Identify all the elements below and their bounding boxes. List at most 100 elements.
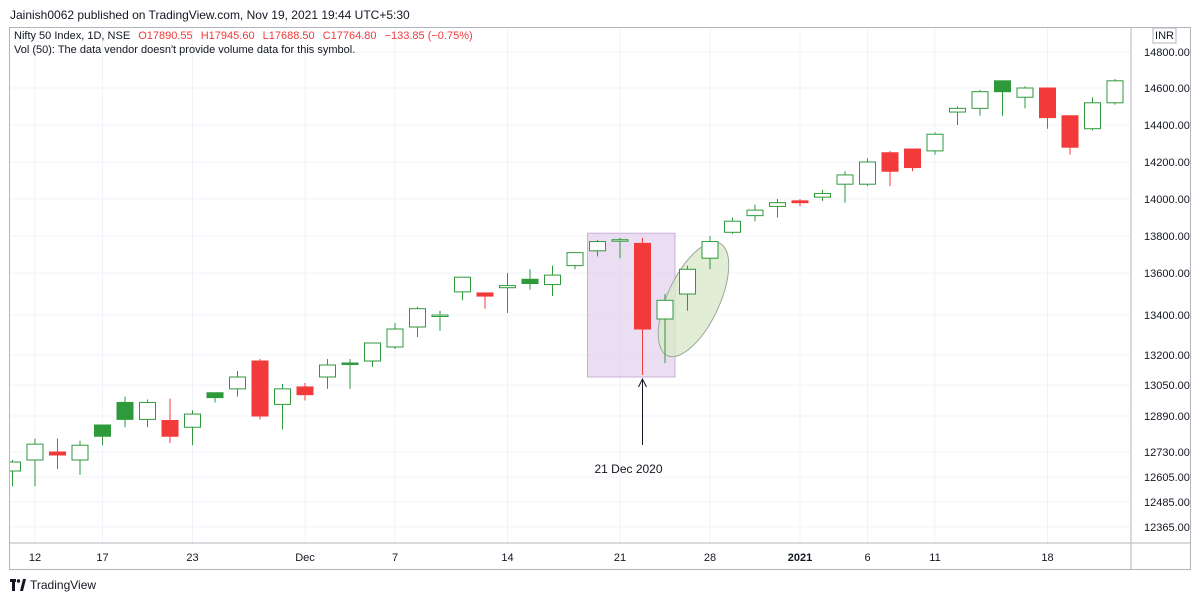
candle-body [319, 364, 336, 378]
candle-body [296, 386, 314, 396]
candle-body [521, 278, 539, 285]
candle-body [71, 444, 89, 461]
candle-body [769, 202, 786, 207]
tradingview-footer[interactable]: TradingView [10, 576, 96, 594]
candle-body [746, 209, 764, 217]
candle-body [881, 152, 899, 172]
candle-body [926, 133, 944, 152]
legend-close: C17764.80 [323, 30, 377, 42]
price-tick-label: 14400.00 [1144, 120, 1190, 132]
legend-high: H17945.60 [201, 30, 255, 42]
candle-body [701, 241, 719, 259]
candle-body [431, 314, 449, 317]
candle-body [206, 392, 224, 399]
price-tick-label: 12605.00 [1144, 472, 1190, 484]
candle-body [994, 80, 1011, 93]
legend-open: O17890.55 [138, 30, 192, 42]
chart-frame[interactable]: 21 Dec 2020 14800.00 14600.00 14400.00 1420… [4, 27, 1191, 570]
candle-body [724, 220, 741, 233]
time-tick-label: 7 [392, 552, 398, 564]
candle-body [814, 192, 831, 198]
legend-change: −133.85 (−0.75%) [385, 30, 473, 42]
time-tick-label: 11 [929, 552, 940, 564]
legend: Nifty 50 Index, 1D, NSE O17890.55 H17945… [14, 30, 473, 56]
published-line: Jainish0062 published on TradingView.com… [10, 8, 410, 22]
candle-body [184, 413, 201, 428]
time-tick-label: 12 [29, 552, 41, 564]
legend-low: L17688.50 [263, 30, 315, 42]
candle-body [859, 161, 876, 185]
candle-body [341, 362, 359, 365]
candle-body [611, 239, 629, 242]
price-tick-label: 14800.00 [1144, 47, 1190, 59]
price-tick-label: 13400.00 [1144, 310, 1190, 322]
time-tick-label: Dec [295, 552, 315, 564]
candle-body [94, 424, 111, 437]
candle-body [1106, 80, 1124, 104]
grid-lines [10, 28, 1131, 543]
annotation-arrow [638, 377, 647, 445]
price-tick-label: 13800.00 [1144, 231, 1190, 243]
price-tick-label: 14000.00 [1144, 194, 1190, 206]
candlestick-chart[interactable]: 21 Dec 2020 14800.0014600.0014400.001420… [4, 27, 1190, 569]
price-tick-label: 13600.00 [1144, 268, 1190, 280]
candle-body [454, 276, 471, 293]
price-tick-label: 12365.00 [1144, 522, 1190, 534]
candle-body [229, 376, 246, 390]
candle-body [836, 174, 854, 185]
footer-brand: TradingView [30, 578, 97, 592]
arrow-head [638, 377, 647, 388]
candle-body [251, 360, 269, 417]
candles [4, 79, 1124, 487]
candle-body [656, 299, 674, 320]
svg-text:Nifty 50 Index, 1D, NSE: Nifty 50 Index, 1D, NSE O17890.55 H17945… [14, 30, 473, 42]
candle-body [386, 328, 404, 348]
candle-body [476, 292, 494, 297]
candle-body [589, 241, 606, 252]
price-tick-label: 12485.00 [1144, 497, 1190, 509]
candle-body [499, 285, 516, 289]
highlight-ellipse [657, 241, 730, 358]
candle-body [409, 308, 426, 328]
candle-body [161, 420, 179, 437]
time-tick-label: 23 [186, 552, 198, 564]
candle-body [1039, 87, 1056, 119]
price-axis[interactable]: 14800.00 14600.00 14400.00 14200.00 14000.00… [1144, 47, 1190, 534]
price-tick-label: 12890.00 [1144, 411, 1190, 423]
candle-body [634, 242, 651, 330]
annotation-label: 21 Dec 2020 [594, 462, 662, 476]
candle-body [679, 268, 696, 295]
legend-volume: Vol (50): The data vendor doesn't provid… [14, 44, 355, 56]
time-tick-label: 2021 [788, 552, 812, 564]
legend-symbol: Nifty 50 Index, 1D, NSE [14, 30, 130, 42]
candle-body [116, 401, 134, 420]
price-tick-label: 14200.00 [1144, 157, 1190, 169]
candle-body [49, 451, 66, 456]
candle-body [1061, 115, 1079, 148]
candle-body [274, 388, 291, 405]
tradingview-logo-icon [10, 579, 26, 591]
candle-body [949, 107, 966, 113]
time-tick-label: 21 [614, 552, 626, 564]
time-tick-label: 17 [96, 552, 108, 564]
price-tick-label: 13200.00 [1144, 350, 1190, 362]
candle-body [971, 91, 989, 109]
price-tick-label: 13050.00 [1144, 380, 1190, 392]
candle-body [1084, 102, 1101, 130]
time-tick-label: 18 [1041, 552, 1053, 564]
candle-body [544, 274, 561, 286]
candle-body [26, 443, 44, 461]
candle-body [364, 342, 381, 362]
time-axis[interactable]: 12 17 23 Dec 7 14 21 28 2021 6 11 18 [29, 552, 1054, 564]
candle-body [139, 401, 156, 420]
time-tick-label: 14 [501, 552, 513, 564]
time-tick-label: 28 [704, 552, 716, 564]
candle-body [791, 200, 809, 204]
currency-box[interactable] [1152, 27, 1177, 44]
price-tick-label: 14600.00 [1144, 83, 1190, 95]
candle-body [566, 252, 584, 267]
price-tick-label: 12730.00 [1144, 447, 1190, 459]
candle-body [1016, 87, 1034, 98]
candle-body [904, 148, 921, 169]
currency-label: INR [1155, 30, 1174, 42]
